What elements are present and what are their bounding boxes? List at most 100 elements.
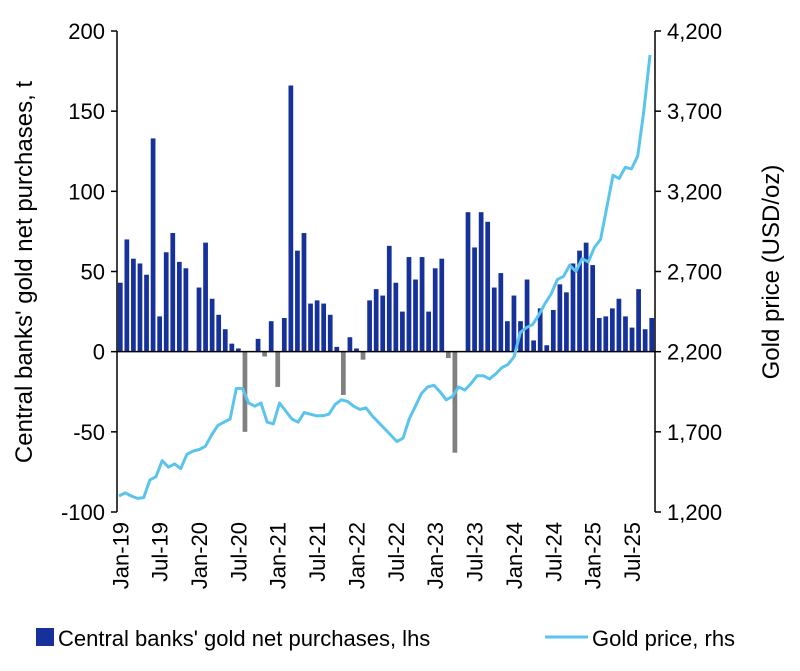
purchase-bar [406, 257, 412, 352]
purchase-bar [642, 329, 648, 352]
bar-series [117, 85, 655, 453]
purchase-bar [629, 327, 635, 352]
purchase-bar [623, 316, 628, 352]
purchase-bar [163, 252, 169, 352]
purchase-bar [544, 345, 550, 352]
purchase-bar [196, 287, 202, 352]
left-tick-label: 100 [68, 179, 105, 204]
purchase-bar [452, 351, 458, 453]
left-tick-label: -100 [61, 500, 105, 525]
purchase-bar [340, 351, 346, 395]
purchase-bar [209, 298, 215, 352]
gold-price-line [118, 54, 652, 500]
purchase-bar [262, 351, 267, 357]
x-tick-label: Jul-20 [226, 522, 251, 582]
purchase-bar [255, 338, 261, 352]
purchase-bar [373, 289, 379, 352]
purchase-bar [590, 265, 596, 352]
purchase-bar [176, 261, 182, 352]
purchase-bar [577, 250, 582, 352]
x-tick-label: Jul-23 [463, 522, 488, 582]
purchase-bar [636, 289, 641, 352]
right-tick-labels: 4,200 3,700 3,200 2,700 2,200 1,700 1,200 [655, 19, 722, 525]
purchase-bar [124, 239, 130, 352]
right-axis-title: Gold price (USD/oz) [758, 165, 785, 380]
purchase-bar [537, 308, 543, 352]
purchase-bar [183, 268, 189, 352]
purchase-bar [603, 316, 609, 352]
left-axis-title: Central banks' gold net purchases, t [11, 81, 38, 463]
purchase-bar [170, 233, 176, 352]
purchase-bar [386, 245, 392, 352]
purchase-bar [439, 258, 445, 352]
purchase-bar [347, 337, 353, 352]
legend-bar-swatch [36, 628, 54, 646]
purchase-bar [380, 295, 386, 352]
purchase-bar [550, 309, 556, 352]
purchase-bar [236, 348, 241, 352]
purchase-bar [432, 268, 438, 352]
purchase-bar [609, 308, 615, 352]
x-tick-label: Jul-21 [305, 522, 330, 582]
purchase-bar [485, 221, 491, 352]
purchase-bar [649, 317, 655, 352]
x-tick-label: Jul-19 [148, 522, 173, 582]
purchase-bar [144, 274, 149, 352]
purchase-bar [616, 298, 622, 352]
purchase-bar [157, 316, 163, 352]
purchase-bar [229, 343, 235, 352]
purchase-bar [354, 348, 359, 352]
purchase-bar [557, 284, 563, 352]
purchase-bar [524, 279, 530, 352]
purchase-bar [268, 321, 274, 352]
purchase-bar [275, 351, 281, 387]
x-tick-label: Jan-20 [187, 522, 212, 589]
purchase-bar [564, 292, 569, 352]
purchase-bar [117, 282, 123, 352]
purchase-bar [301, 233, 307, 352]
x-tick-label: Jan-21 [266, 522, 291, 589]
left-tick-labels: 200 150 100 50 0 -50 -100 [61, 19, 117, 525]
purchase-bar [281, 317, 287, 352]
legend-line-label: Gold price, rhs [592, 626, 735, 651]
x-tick-label: Jul-22 [384, 522, 409, 582]
x-tick-label: Jan-23 [423, 522, 448, 589]
purchase-bar [511, 295, 517, 352]
right-tick-label: 2,700 [667, 260, 722, 285]
purchase-bar [465, 212, 471, 352]
right-tick-label: 3,200 [667, 179, 722, 204]
legend-bar-label: Central banks' gold net purchases, lhs [58, 626, 430, 651]
right-tick-label: 1,200 [667, 500, 722, 525]
purchase-bar [583, 242, 589, 352]
x-tick-label: Jan-22 [344, 522, 369, 589]
purchase-bar [334, 346, 340, 352]
purchase-bar [426, 311, 432, 352]
purchase-bar [445, 351, 451, 359]
left-tick-label: -50 [73, 420, 105, 445]
purchase-bar [314, 300, 320, 352]
left-tick-label: 200 [68, 19, 105, 44]
purchase-bar [216, 314, 222, 352]
purchase-bar [295, 250, 300, 352]
right-tick-label: 3,700 [667, 99, 722, 124]
purchase-bar [137, 263, 143, 352]
purchase-bar [596, 317, 602, 352]
legend: Central banks' gold net purchases, lhs G… [36, 626, 735, 651]
purchase-bar [367, 300, 372, 352]
purchase-bar [327, 314, 333, 352]
purchase-bar [505, 321, 510, 352]
right-tick-label: 4,200 [667, 19, 722, 44]
purchase-bar [400, 311, 405, 352]
purchase-bar [360, 351, 366, 360]
x-tick-label: Jan-24 [502, 522, 527, 589]
purchase-bar [203, 242, 208, 352]
purchase-bar [222, 329, 228, 352]
right-tick-label: 2,200 [667, 340, 722, 365]
purchase-bar [478, 212, 484, 352]
x-tick-labels: Jan-19 Jul-19 Jan-20 Jul-20 Jan-21 Jul-21 Jan-… [108, 522, 645, 589]
purchase-bar [491, 287, 497, 352]
left-tick-label: 150 [68, 99, 105, 124]
purchase-bar [498, 273, 504, 352]
purchase-bar [531, 340, 536, 352]
